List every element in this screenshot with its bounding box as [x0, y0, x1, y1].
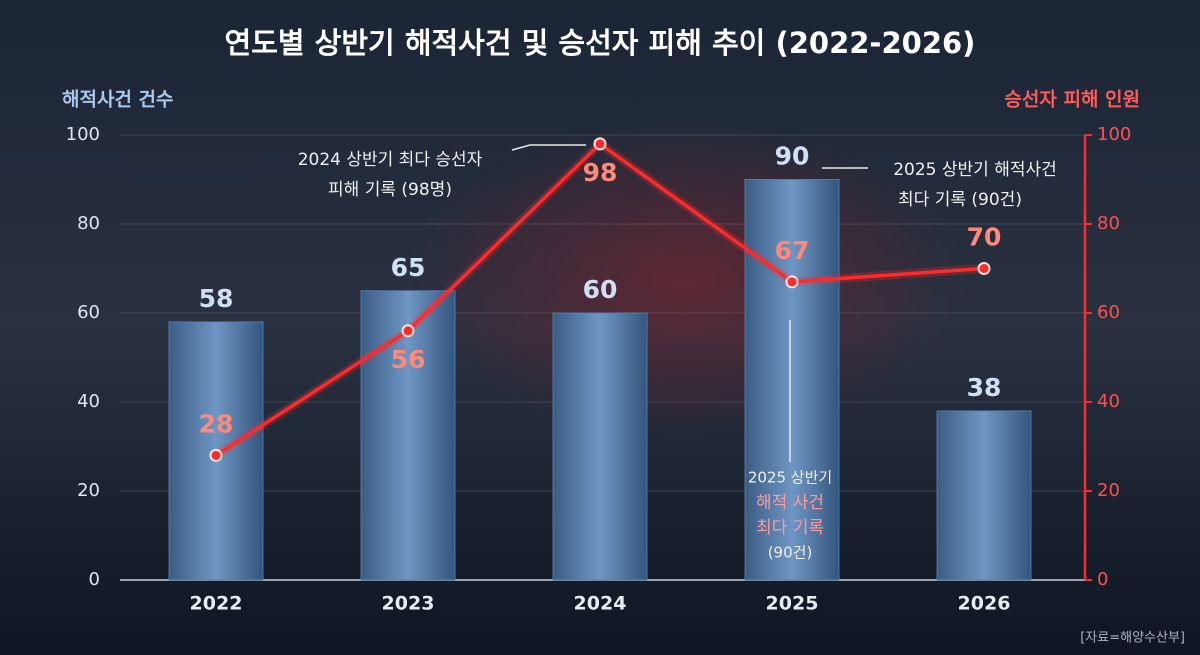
annotation: 피해 기록 (98명)	[328, 180, 452, 200]
y2-tick-label: 40	[1097, 391, 1120, 412]
annotation: 해적 사건	[756, 493, 824, 513]
bar	[552, 312, 648, 581]
annotations: 2024 상반기 최다 승선자 피해 기록 (98명) 2025 상반기 해적사…	[298, 150, 1057, 562]
y-tick-label: 40	[77, 391, 100, 412]
arrow	[511, 144, 586, 151]
annotation: 2024 상반기 최다 승선자	[298, 150, 483, 170]
line-label: 28	[199, 409, 234, 438]
y-tick-label: 20	[77, 480, 100, 501]
line-point	[977, 262, 991, 275]
plot: 0 20 40 60 80 100 0 20 40 60 80 100 2022 2023 2024 2025…	[66, 124, 1132, 615]
y2-axis-title: 승선자 피해 인원	[1004, 89, 1140, 111]
annotation: (90건)	[768, 544, 813, 562]
annotation: 2025 상반기 해적사건	[893, 160, 1057, 180]
y2-tick-label: 0	[1097, 569, 1108, 590]
y2-tick-label: 80	[1097, 213, 1120, 234]
line-point	[593, 137, 607, 151]
bar-label: 90	[775, 142, 810, 171]
bar-label: 38	[967, 373, 1002, 402]
y-tick-label: 100	[66, 124, 100, 145]
line-label: 56	[391, 345, 426, 374]
bar-label: 60	[583, 275, 618, 304]
x-tick-label: 2026	[958, 593, 1011, 615]
bar-label: 58	[199, 284, 234, 313]
y2-tick-label: 60	[1097, 302, 1120, 323]
annotation: 2025 상반기	[748, 469, 832, 487]
chart-title: 연도별 상반기 해적사건 및 승선자 피해 추이 (2022-2026)	[225, 26, 976, 60]
y2-tick-label: 100	[1097, 124, 1131, 145]
source: [자료=해양수산부]	[1080, 631, 1185, 646]
line-label: 98	[583, 158, 618, 187]
line-point	[401, 324, 415, 338]
bar	[744, 179, 840, 581]
bar-label: 65	[391, 253, 426, 282]
x-tick-label: 2022	[190, 593, 243, 615]
bar	[936, 410, 1032, 581]
y-tick-label: 0	[89, 569, 100, 590]
x-tick-label: 2025	[766, 593, 819, 615]
x-tick-label: 2023	[382, 593, 435, 615]
annotation: 최다 기록	[756, 518, 824, 538]
bar	[360, 290, 456, 581]
line-label: 70	[967, 223, 1002, 252]
annotation: 최다 기록 (90건)	[898, 190, 1022, 210]
y-tick-label: 60	[77, 302, 100, 323]
line-label: 67	[775, 236, 810, 265]
x-tick-label: 2024	[574, 593, 627, 615]
y-tick-label: 80	[77, 213, 100, 234]
y2-tick-label: 20	[1097, 480, 1120, 501]
y-axis-title: 해적사건 건수	[62, 89, 174, 111]
line-point	[209, 448, 223, 462]
line-point	[785, 275, 799, 289]
annotation-arrows	[511, 144, 868, 462]
